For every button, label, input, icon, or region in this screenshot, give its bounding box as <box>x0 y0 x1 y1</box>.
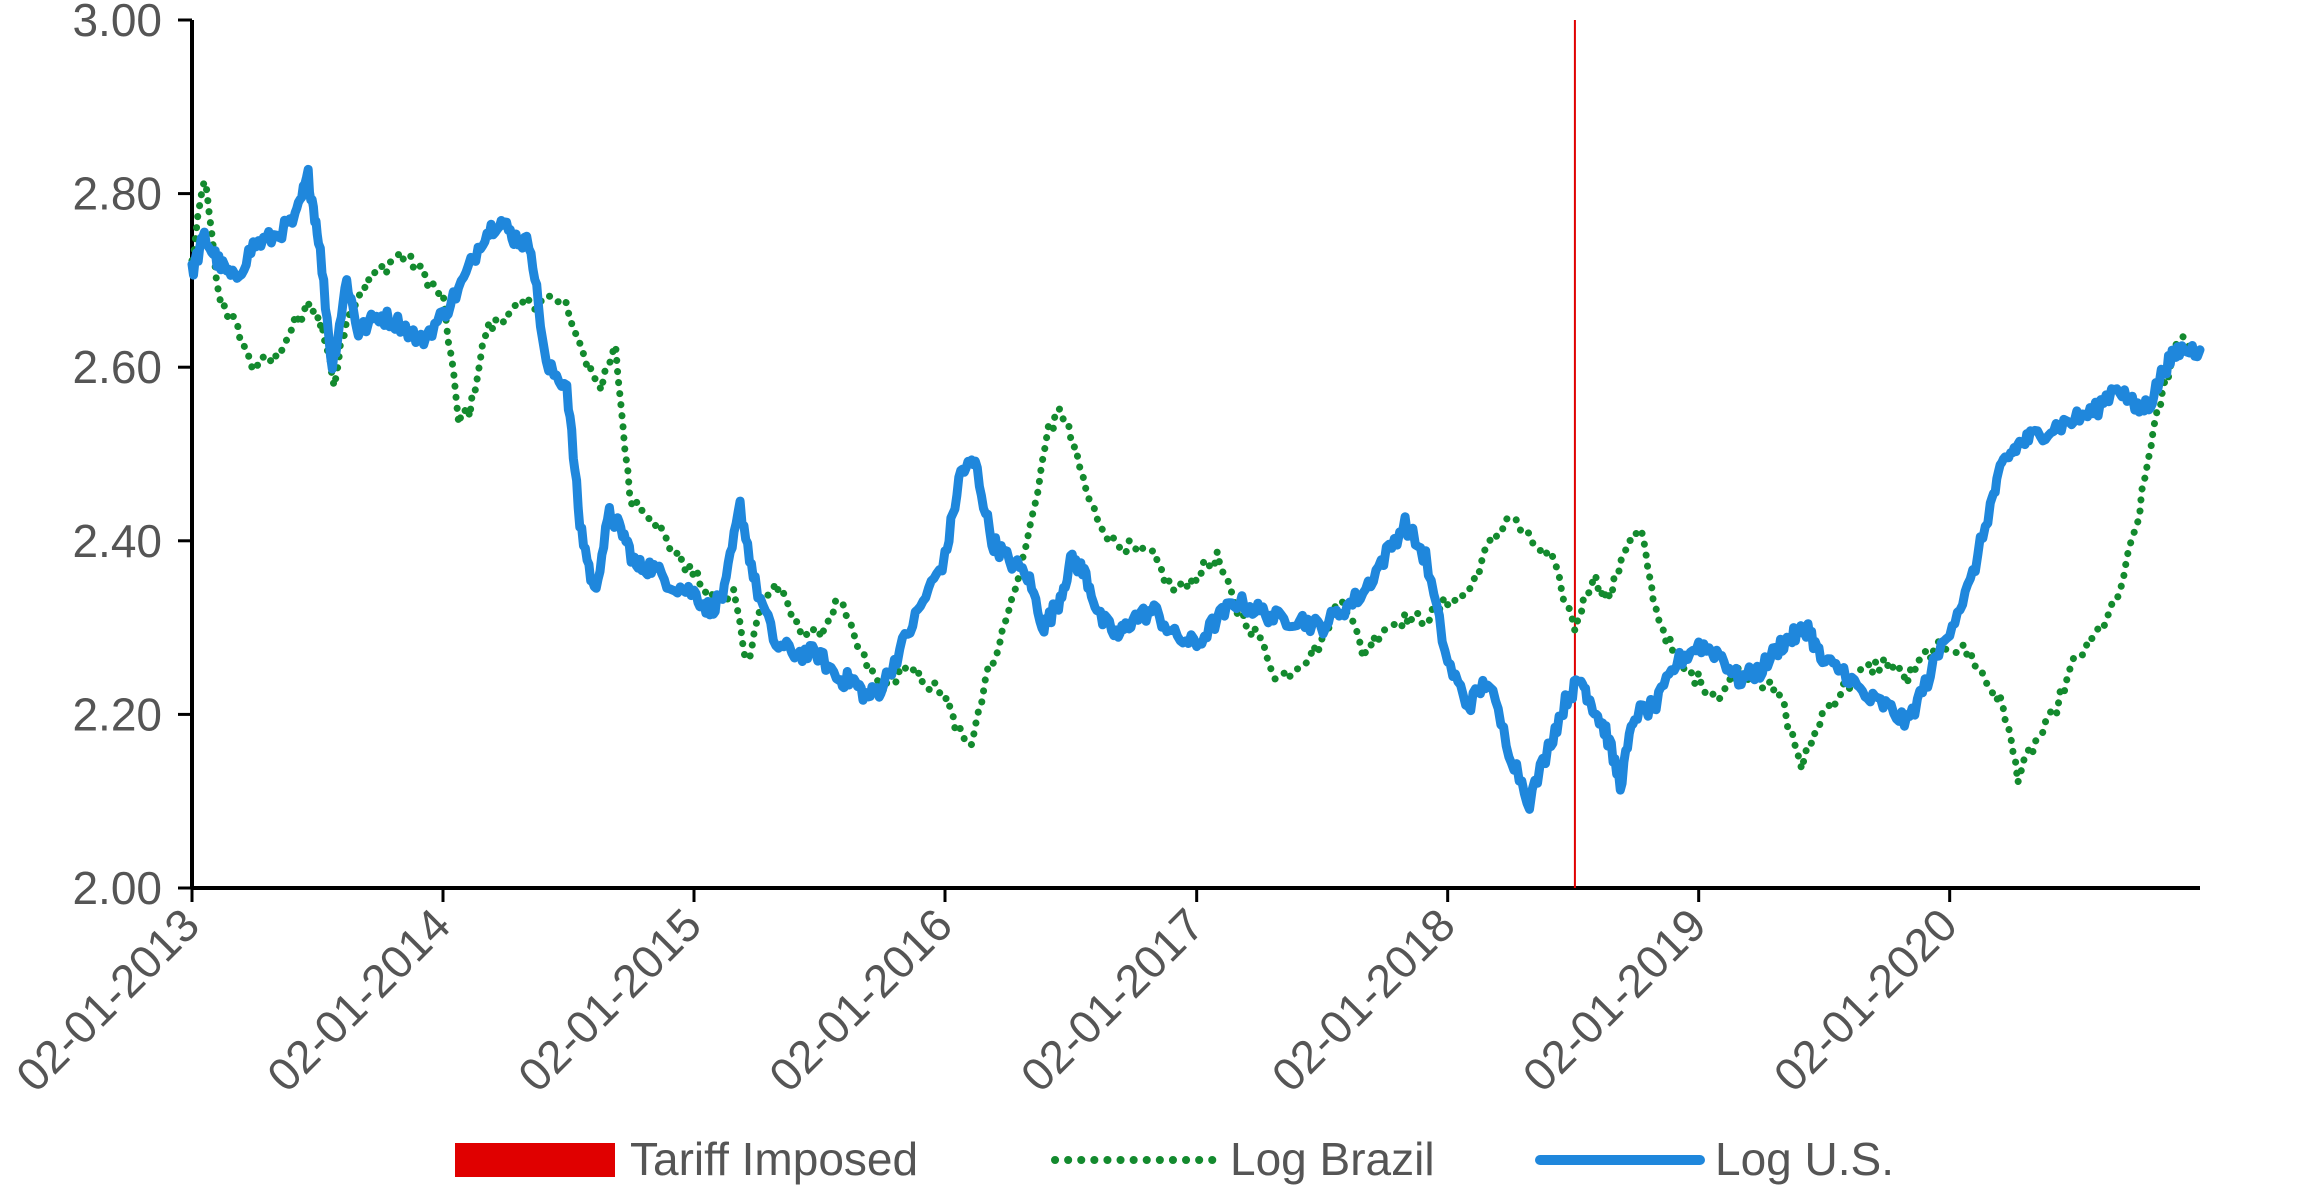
x-axis: 02-01-2013 02-01-2014 02-01-2015 02-01-2016… <box>6 886 2200 1101</box>
legend: Tariff Imposed Log Brazil Log U.S. <box>455 1133 1894 1185</box>
x-tick-label: 02-01-2016 <box>759 898 962 1101</box>
x-tick-label: 02-01-2020 <box>1764 898 1967 1101</box>
x-tick-label: 02-01-2017 <box>1011 898 1214 1101</box>
series-lines <box>187 164 2205 814</box>
x-tick-label: 02-01-2015 <box>508 898 711 1101</box>
y-tick-label: 2.80 <box>72 168 162 220</box>
legend-label: Log Brazil <box>1230 1133 1435 1185</box>
y-tick-label: 2.60 <box>72 341 162 393</box>
x-tick-label: 02-01-2013 <box>6 898 209 1101</box>
y-tick-label: 3.00 <box>72 0 162 46</box>
legend-label: Log U.S. <box>1715 1133 1894 1185</box>
series-line-log-brazil <box>188 177 2204 787</box>
x-tick-label: 02-01-2019 <box>1513 898 1716 1101</box>
y-tick-label: 2.00 <box>72 862 162 914</box>
x-tick-label: 02-01-2018 <box>1262 898 1465 1101</box>
y-axis: 2.00 2.20 2.40 2.60 2.80 3.00 <box>72 0 194 914</box>
legend-label: Tariff Imposed <box>630 1133 918 1185</box>
x-tick-label: 02-01-2014 <box>257 898 460 1101</box>
y-tick-label: 2.40 <box>72 515 162 567</box>
legend-swatch-tariff <box>455 1143 615 1177</box>
series-line-log-us <box>187 164 2205 814</box>
y-tick-label: 2.20 <box>72 688 162 740</box>
